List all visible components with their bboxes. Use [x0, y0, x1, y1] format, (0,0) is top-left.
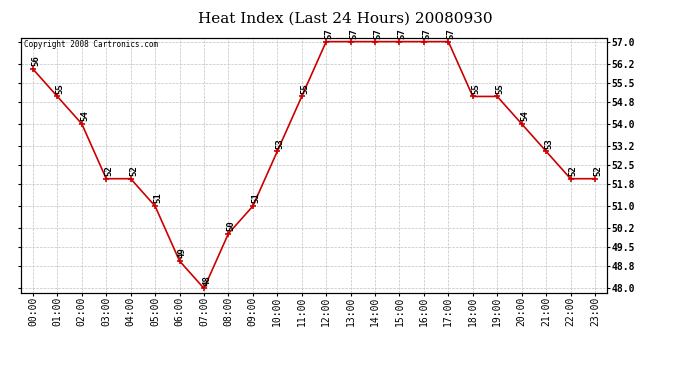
Text: Copyright 2008 Cartronics.com: Copyright 2008 Cartronics.com	[23, 40, 158, 49]
Text: 52: 52	[569, 165, 578, 176]
Text: 57: 57	[349, 28, 358, 39]
Text: 55: 55	[495, 83, 504, 94]
Text: 53: 53	[544, 138, 553, 148]
Text: 50: 50	[227, 220, 236, 231]
Text: 48: 48	[202, 275, 211, 286]
Text: 56: 56	[31, 56, 40, 66]
Text: 55: 55	[56, 83, 65, 94]
Text: Heat Index (Last 24 Hours) 20080930: Heat Index (Last 24 Hours) 20080930	[198, 11, 492, 25]
Text: 57: 57	[324, 28, 333, 39]
Text: 57: 57	[373, 28, 382, 39]
Text: 57: 57	[446, 28, 455, 39]
Text: 57: 57	[422, 28, 431, 39]
Text: 55: 55	[471, 83, 480, 94]
Text: 57: 57	[397, 28, 407, 39]
Text: 53: 53	[275, 138, 284, 148]
Text: 52: 52	[129, 165, 138, 176]
Text: 52: 52	[593, 165, 602, 176]
Text: 54: 54	[80, 110, 89, 121]
Text: 51: 51	[251, 193, 260, 203]
Text: 55: 55	[300, 83, 309, 94]
Text: 54: 54	[520, 110, 529, 121]
Text: 49: 49	[178, 248, 187, 258]
Text: 52: 52	[104, 165, 114, 176]
Text: 51: 51	[153, 193, 162, 203]
